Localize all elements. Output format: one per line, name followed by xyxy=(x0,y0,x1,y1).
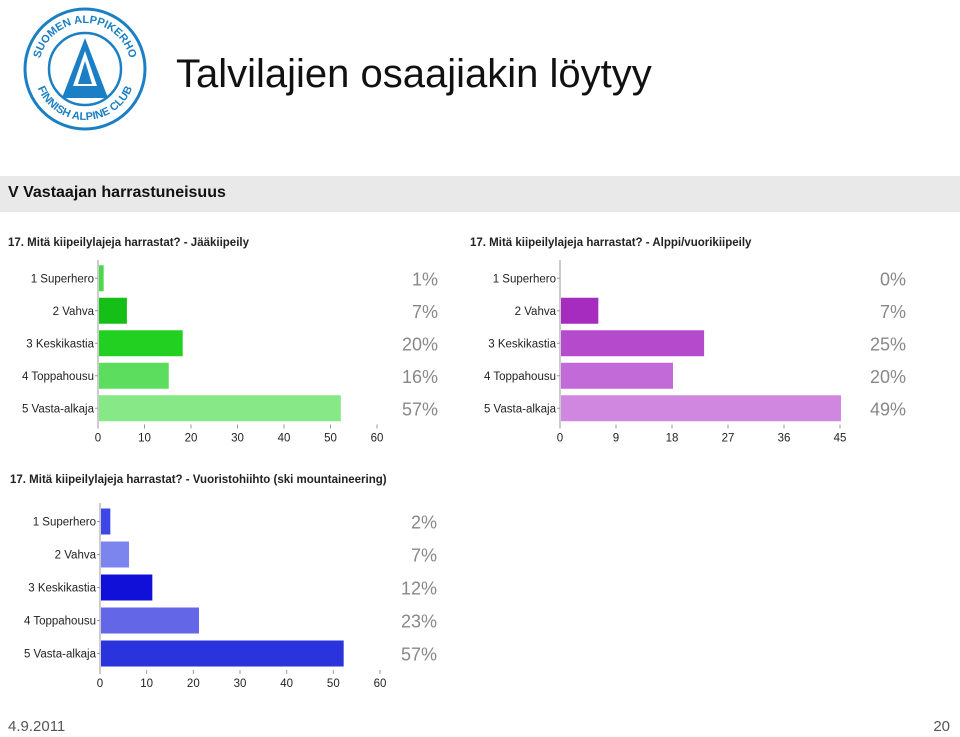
category-label: 1 Superhero xyxy=(31,273,94,285)
chart-title: 17. Mitä kiipeilylajeja harrastat? - Alp… xyxy=(470,237,752,249)
percent-label: 12% xyxy=(401,579,437,599)
category-label: 4 Toppahousu xyxy=(24,616,96,628)
x-tick-label: 10 xyxy=(140,678,153,690)
percent-label: 57% xyxy=(402,399,438,419)
x-tick-label: 20 xyxy=(187,678,200,690)
x-tick-label: 18 xyxy=(666,433,679,445)
category-label: 2 Vahva xyxy=(53,306,95,318)
percent-label: 7% xyxy=(411,546,437,566)
footer-date: 4.9.2011 xyxy=(8,718,66,735)
chart-alppi-vuorikiipeily: 17. Mitä kiipeilylajeja harrastat? - Alp… xyxy=(470,237,906,445)
percent-label: 16% xyxy=(402,367,438,387)
bar xyxy=(99,330,183,357)
x-tick-label: 40 xyxy=(278,433,291,445)
x-tick-label: 30 xyxy=(231,433,244,445)
percent-label: 49% xyxy=(870,399,906,419)
x-tick-label: 10 xyxy=(138,433,151,445)
x-tick-label: 30 xyxy=(234,678,247,690)
x-tick-label: 0 xyxy=(97,678,103,690)
x-tick-label: 0 xyxy=(95,433,101,445)
category-label: 5 Vasta-alkaja xyxy=(484,403,557,415)
percent-label: 25% xyxy=(870,334,906,354)
x-tick-label: 60 xyxy=(374,678,387,690)
category-label: 3 Keskikastia xyxy=(488,338,556,350)
percent-label: 1% xyxy=(412,269,438,289)
chart-vuoristohiihto: 17. Mitä kiipeilylajeja harrastat? - Vuo… xyxy=(10,474,437,690)
section-header-bar: V Vastaajan harrastuneisuus xyxy=(0,176,960,212)
bar xyxy=(101,541,129,568)
bar xyxy=(101,640,344,667)
page-number: 20 xyxy=(933,718,950,735)
chart-jaakiipeily: 17. Mitä kiipeilylajeja harrastat? - Jää… xyxy=(8,237,438,445)
x-tick-label: 36 xyxy=(778,433,791,445)
x-tick-label: 45 xyxy=(834,433,847,445)
percent-label: 7% xyxy=(412,302,438,322)
bar xyxy=(561,297,599,324)
percent-label: 20% xyxy=(870,367,906,387)
bar xyxy=(99,297,127,324)
chart-title: 17. Mitä kiipeilylajeja harrastat? - Vuo… xyxy=(10,474,387,486)
category-label: 2 Vahva xyxy=(55,550,97,562)
percent-label: 20% xyxy=(402,334,438,354)
bar xyxy=(561,395,841,422)
category-label: 5 Vasta-alkaja xyxy=(24,649,97,661)
category-label: 1 Superhero xyxy=(33,517,96,529)
x-tick-label: 9 xyxy=(613,433,619,445)
bar xyxy=(99,395,341,422)
x-tick-label: 0 xyxy=(557,433,563,445)
bar xyxy=(561,362,673,389)
x-tick-label: 27 xyxy=(722,433,735,445)
percent-label: 0% xyxy=(880,269,906,289)
chart-title: 17. Mitä kiipeilylajeja harrastat? - Jää… xyxy=(8,237,250,249)
percent-label: 23% xyxy=(401,612,437,632)
percent-label: 2% xyxy=(411,513,437,533)
percent-label: 57% xyxy=(401,645,437,665)
category-label: 5 Vasta-alkaja xyxy=(22,403,95,415)
category-label: 3 Keskikastia xyxy=(26,338,94,350)
bar xyxy=(99,265,104,292)
bar xyxy=(101,508,111,535)
bar xyxy=(561,330,705,357)
section-title: V Vastaajan harrastuneisuus xyxy=(8,184,226,201)
category-label: 4 Toppahousu xyxy=(22,371,94,383)
bar xyxy=(99,362,169,389)
percent-label: 7% xyxy=(880,302,906,322)
slide-title: Talvilajien osaajiakin löytyy xyxy=(176,52,652,96)
category-label: 2 Vahva xyxy=(515,306,557,318)
x-tick-label: 50 xyxy=(327,678,340,690)
bar xyxy=(101,607,199,634)
category-label: 3 Keskikastia xyxy=(28,583,96,595)
category-label: 4 Toppahousu xyxy=(484,371,556,383)
category-label: 1 Superhero xyxy=(493,273,556,285)
x-tick-label: 20 xyxy=(185,433,198,445)
finnish-alpine-club-logo: SUOMEN ALPPIKERHO FINNISH ALPINE CLUB xyxy=(23,7,147,131)
x-tick-label: 40 xyxy=(280,678,293,690)
x-tick-label: 60 xyxy=(371,433,384,445)
bar xyxy=(101,574,153,601)
x-tick-label: 50 xyxy=(324,433,337,445)
